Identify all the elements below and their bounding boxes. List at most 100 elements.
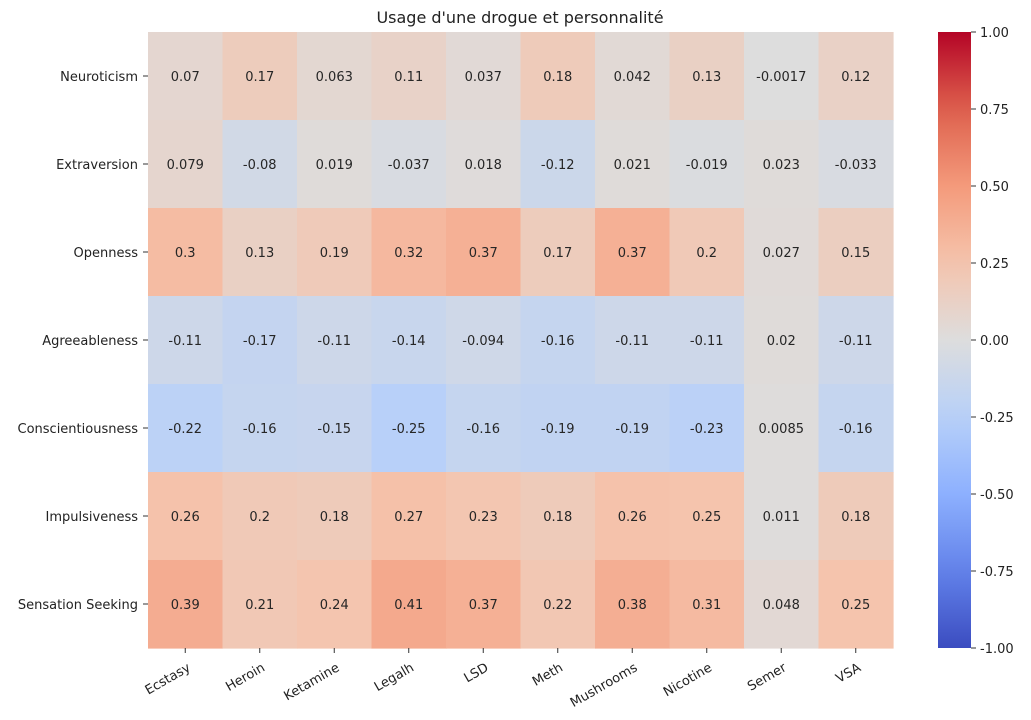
column-label: Meth xyxy=(530,660,566,689)
heatmap-cell xyxy=(669,208,745,297)
cell-value-label: 0.18 xyxy=(543,510,572,525)
colorbar-tick-label: 0.50 xyxy=(980,180,1009,195)
column-label: VSA xyxy=(833,660,863,686)
cell-value-label: 0.37 xyxy=(469,246,498,261)
cell-value-label: -0.11 xyxy=(168,334,202,349)
heatmap-cell xyxy=(669,296,745,385)
heatmap-cell xyxy=(446,32,522,121)
heatmap-cell xyxy=(222,472,298,561)
cell-value-label: 0.26 xyxy=(171,510,200,525)
cell-value-label: -0.16 xyxy=(243,422,277,437)
cell-value-label: 0.17 xyxy=(245,70,274,85)
heatmap-cell xyxy=(744,32,820,121)
cell-value-label: 0.027 xyxy=(763,246,800,261)
heatmap-cell xyxy=(595,32,671,121)
cell-value-label: 0.32 xyxy=(394,246,423,261)
row-label: Neuroticism xyxy=(60,70,138,85)
heatmap-cell xyxy=(222,32,298,121)
cell-value-label: 0.18 xyxy=(320,510,349,525)
cell-value-label: 0.011 xyxy=(763,510,800,525)
heatmap-cell xyxy=(371,384,447,473)
column-label: Nicotine xyxy=(661,660,715,700)
heatmap-cell xyxy=(520,296,596,385)
heatmap-cell xyxy=(595,208,671,297)
cell-value-label: -0.094 xyxy=(462,334,504,349)
cell-value-label: -0.22 xyxy=(168,422,202,437)
cell-value-label: 0.02 xyxy=(767,334,796,349)
heatmap-cell xyxy=(446,472,522,561)
heatmap-cell xyxy=(818,208,894,297)
colorbar-tick-label: -0.25 xyxy=(980,411,1014,426)
heatmap-cell xyxy=(148,120,224,209)
colorbar-tick-label: -0.75 xyxy=(980,565,1014,580)
colorbar-tick-label: 0.75 xyxy=(980,103,1009,118)
heatmap-cell xyxy=(818,296,894,385)
cell-value-label: 0.25 xyxy=(692,510,721,525)
row-labels: Neuroticism Extraversion Openness Agreeable… xyxy=(18,70,148,613)
heatmap-cell xyxy=(818,560,894,649)
cell-value-label: 0.11 xyxy=(394,70,423,85)
heatmap-cell xyxy=(297,560,373,649)
cell-value-label: -0.08 xyxy=(243,158,277,173)
cell-value-label: -0.19 xyxy=(541,422,575,437)
colorbar-gradient xyxy=(938,32,971,648)
colorbar-tick-label: -0.50 xyxy=(980,488,1014,503)
heatmap-cell xyxy=(520,120,596,209)
colorbar-tick-label: -1.00 xyxy=(980,642,1014,657)
column-label: Ecstasy xyxy=(143,660,194,698)
colorbar-tick-label: 0.25 xyxy=(980,257,1009,272)
cell-value-label: 0.063 xyxy=(316,70,353,85)
cell-value-label: 0.38 xyxy=(618,598,647,613)
colorbar-tick-label: 1.00 xyxy=(980,26,1009,41)
cell-value-label: 0.2 xyxy=(696,246,717,261)
heatmap-cell xyxy=(148,472,224,561)
heatmap-cell xyxy=(222,384,298,473)
heatmap-cell xyxy=(595,296,671,385)
heatmap-cell xyxy=(148,208,224,297)
heatmap-cell xyxy=(520,32,596,121)
cell-value-label: 0.12 xyxy=(841,70,870,85)
cell-value-label: -0.11 xyxy=(615,334,649,349)
cell-value-label: -0.17 xyxy=(243,334,277,349)
heatmap-cell xyxy=(371,560,447,649)
column-label: Semer xyxy=(745,660,790,694)
heatmap-cell xyxy=(297,296,373,385)
cell-value-label: 0.021 xyxy=(614,158,651,173)
heatmap-cell xyxy=(222,296,298,385)
cell-value-label: 0.17 xyxy=(543,246,572,261)
heatmap-cell xyxy=(297,384,373,473)
heatmap-cell xyxy=(520,208,596,297)
heatmap-cells: 0.07 0.17 0.063 0.11 0.037 0.18 0.042 0.13 -0.00… xyxy=(148,32,894,649)
heatmap-cell xyxy=(148,32,224,121)
heatmap-cell xyxy=(744,384,820,473)
cell-value-label: -0.16 xyxy=(541,334,575,349)
heatmap-cell xyxy=(371,296,447,385)
heatmap-cell xyxy=(595,384,671,473)
heatmap-cell xyxy=(446,120,522,209)
cell-value-label: 0.19 xyxy=(320,246,349,261)
cell-value-label: 0.23 xyxy=(469,510,498,525)
heatmap-cell xyxy=(744,296,820,385)
column-label: Legalh xyxy=(372,660,417,695)
heatmap-cell xyxy=(595,120,671,209)
heatmap-cell xyxy=(148,560,224,649)
cell-value-label: 0.018 xyxy=(465,158,502,173)
heatmap-cell xyxy=(669,472,745,561)
cell-value-label: 0.15 xyxy=(841,246,870,261)
cell-value-label: -0.14 xyxy=(392,334,426,349)
heatmap-cell xyxy=(446,384,522,473)
cell-value-label: -0.11 xyxy=(317,334,351,349)
heatmap-cell xyxy=(595,472,671,561)
cell-value-label: -0.25 xyxy=(392,422,426,437)
row-label: Openness xyxy=(73,246,138,261)
heatmap-cell xyxy=(222,208,298,297)
heatmap-cell xyxy=(744,208,820,297)
cell-value-label: 0.3 xyxy=(175,246,196,261)
cell-value-label: -0.16 xyxy=(466,422,500,437)
cell-value-label: 0.2 xyxy=(249,510,270,525)
cell-value-label: 0.21 xyxy=(245,598,274,613)
cell-value-label: 0.26 xyxy=(618,510,647,525)
heatmap-cell xyxy=(669,120,745,209)
cell-value-label: 0.39 xyxy=(171,598,200,613)
